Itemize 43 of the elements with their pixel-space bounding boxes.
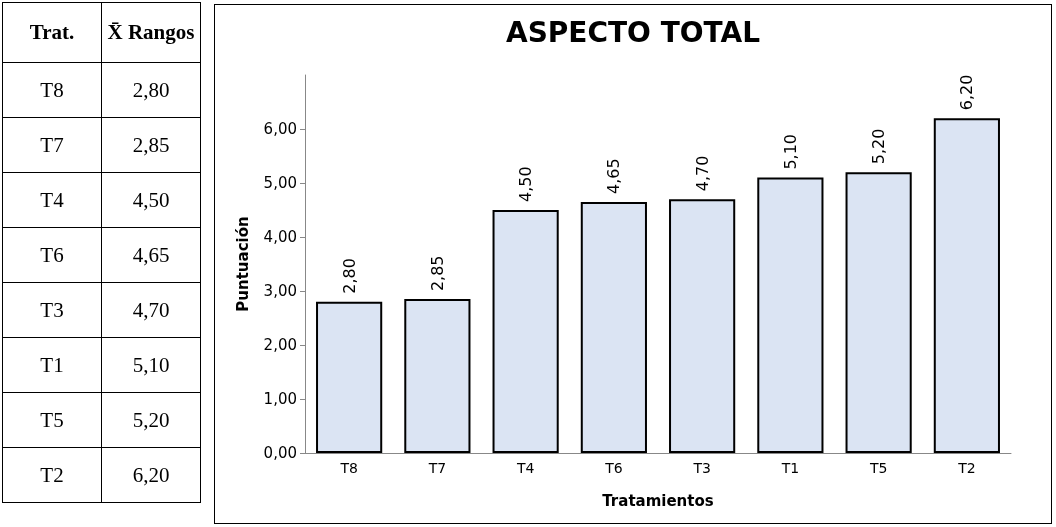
x-tick-label: T2 — [957, 460, 976, 476]
text: 4,70 — [132, 297, 170, 322]
x-tick-label: T6 — [604, 460, 623, 476]
chart-title: ASPECTO TOTAL — [505, 15, 761, 49]
x-tick-label: T3 — [692, 460, 711, 476]
category-label: T6 — [40, 242, 64, 267]
category-label: T4 — [40, 187, 64, 212]
text: 4,50 — [132, 187, 170, 212]
data-label: 4,50 — [516, 166, 536, 202]
y-tick-label: 4,00 — [263, 228, 297, 246]
data-label: 5,20 — [869, 128, 889, 165]
x-tick-label: T8 — [339, 460, 358, 476]
y-tick-label: 3,00 — [263, 282, 297, 300]
text: 6,20 — [132, 462, 170, 487]
x-axis-title: Tratamientos — [602, 491, 714, 510]
category-label: T1 — [40, 352, 64, 377]
category-label: T5 — [40, 407, 64, 432]
data-label: 2,80 — [339, 258, 359, 294]
text: X̄ Rangos — [101, 2, 201, 63]
y-tick-label: 1,00 — [263, 390, 297, 408]
data-label: 4,70 — [692, 155, 712, 192]
text: 2,85 — [132, 132, 170, 157]
y-tick-label: 2,00 — [263, 336, 297, 354]
y-tick-label: 0,00 — [263, 444, 297, 462]
x-tick-label: T5 — [868, 460, 888, 476]
category-label: T3 — [40, 297, 64, 322]
text: 5,10 — [132, 352, 170, 377]
data-label: 4,65 — [604, 158, 624, 194]
text: 5,20 — [132, 407, 170, 432]
data-label: 2,85 — [427, 255, 447, 292]
category-label: T7 — [40, 132, 64, 157]
x-tick-label: T7 — [427, 460, 447, 476]
text: 4,65 — [132, 242, 170, 267]
data-label: 5,10 — [780, 133, 800, 170]
x-tick-label: T1 — [780, 460, 800, 476]
category-label: T8 — [40, 77, 64, 102]
x-tick-label: T4 — [515, 460, 535, 476]
data-label: 6,20 — [957, 74, 977, 111]
y-tick-label: 6,00 — [263, 120, 297, 138]
y-axis-title: Puntuación — [233, 216, 252, 312]
text: Trat. — [2, 2, 102, 63]
text: 2,80 — [132, 77, 170, 102]
y-tick-label: 5,00 — [263, 174, 297, 192]
